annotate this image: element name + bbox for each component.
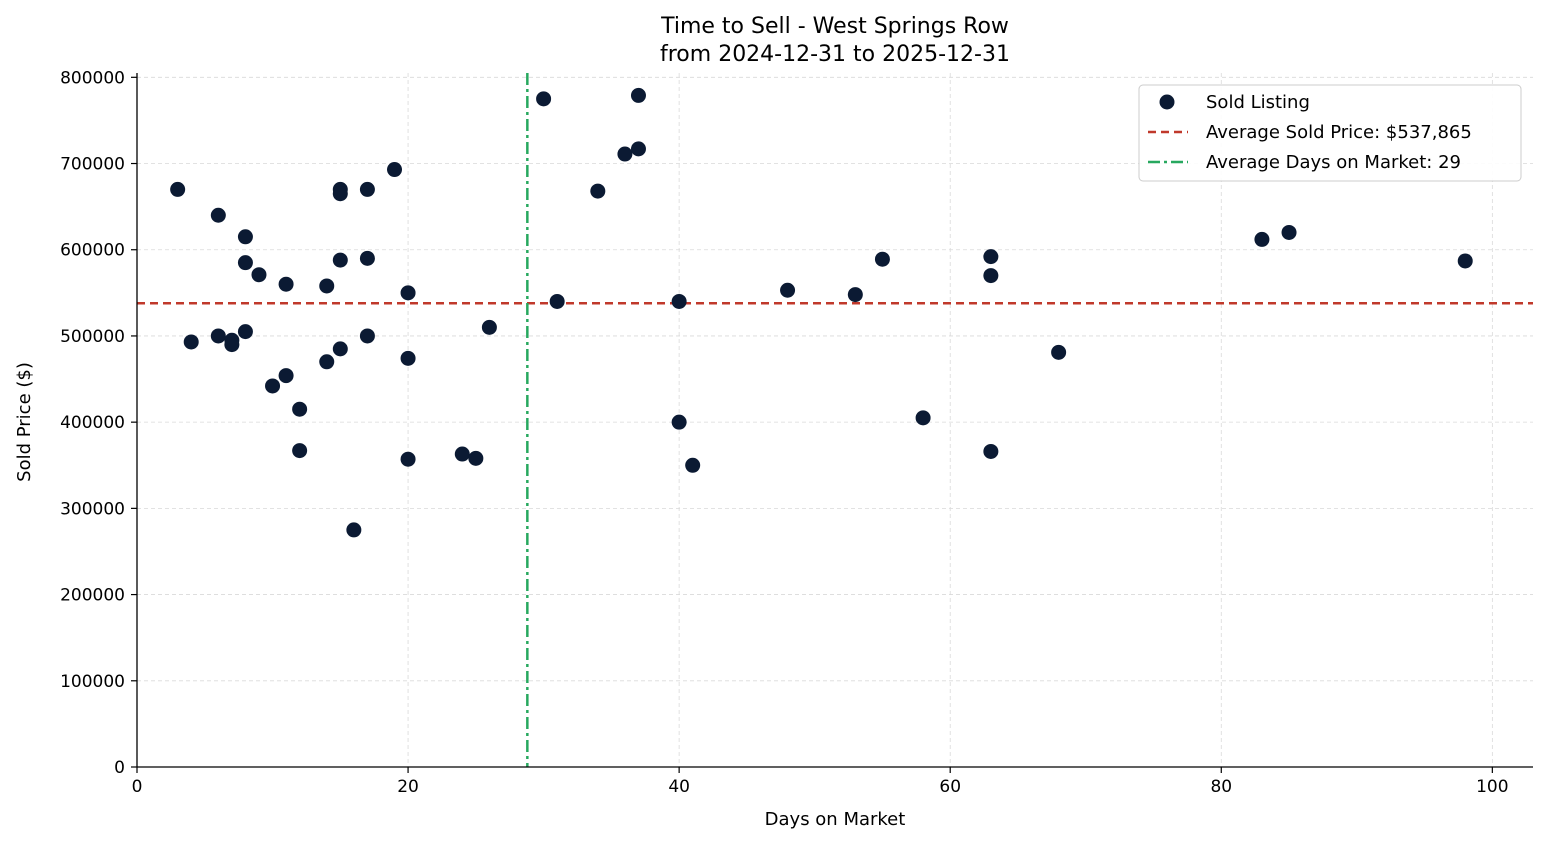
data-point xyxy=(874,251,890,267)
data-point xyxy=(481,319,497,335)
legend-box xyxy=(1138,84,1522,182)
data-point xyxy=(278,276,294,292)
data-point xyxy=(685,457,701,473)
x-tick-label: 80 xyxy=(1210,777,1232,797)
y-axis-label: Sold Price ($) xyxy=(14,362,35,482)
x-tick-label: 40 xyxy=(668,777,690,797)
tick-labels: 0 20 40 60 80 100 0 100000 200000 300000 400000 500… xyxy=(60,68,1508,797)
data-point xyxy=(210,328,226,344)
data-point xyxy=(292,443,308,459)
data-point xyxy=(1254,231,1270,247)
data-point xyxy=(915,410,931,426)
legend-label-avg-days: Average Days on Market: 29 xyxy=(1206,152,1461,173)
chart-title-line2: from 2024-12-31 to 2025-12-31 xyxy=(660,42,1010,67)
data-point xyxy=(292,401,308,417)
data-point xyxy=(359,328,375,344)
data-point xyxy=(983,443,999,459)
data-point xyxy=(1051,344,1067,360)
data-point xyxy=(387,162,403,178)
x-tick-label: 20 xyxy=(397,777,419,797)
data-point xyxy=(319,354,335,370)
y-tick-label: 0 xyxy=(114,758,125,778)
y-tick-label: 700000 xyxy=(60,155,125,175)
data-point xyxy=(1281,224,1297,240)
data-point xyxy=(237,324,253,340)
data-point xyxy=(468,450,484,466)
data-point xyxy=(359,181,375,197)
data-point xyxy=(210,207,226,223)
y-tick-label: 500000 xyxy=(60,327,125,347)
data-point xyxy=(251,267,267,283)
data-point xyxy=(671,414,687,430)
data-point xyxy=(780,282,796,298)
data-points xyxy=(170,87,1473,538)
data-point xyxy=(332,186,348,202)
y-tick-label: 200000 xyxy=(60,586,125,606)
data-point xyxy=(224,337,240,353)
legend-label-avg-price: Average Sold Price: $537,865 xyxy=(1206,122,1472,143)
y-tick-label: 600000 xyxy=(60,241,125,261)
y-tick-label: 300000 xyxy=(60,499,125,519)
data-point xyxy=(237,255,253,271)
y-tick-label: 100000 xyxy=(60,672,125,692)
data-point xyxy=(590,183,606,199)
legend-marker-sold-listing xyxy=(1159,94,1175,110)
data-point xyxy=(359,250,375,266)
data-point xyxy=(319,278,335,294)
data-point xyxy=(183,334,199,350)
data-point xyxy=(278,368,294,384)
data-point xyxy=(170,181,186,197)
data-point xyxy=(265,378,281,394)
data-point xyxy=(237,229,253,245)
data-point xyxy=(400,285,416,301)
legend-label-sold-listing: Sold Listing xyxy=(1206,92,1310,113)
data-point xyxy=(332,341,348,357)
data-point xyxy=(983,249,999,265)
data-point xyxy=(549,293,565,309)
x-tick-label: 100 xyxy=(1476,777,1508,797)
data-point xyxy=(671,293,687,309)
y-tick-label: 800000 xyxy=(60,68,125,88)
legend: Sold Listing Average Sold Price: $537,86… xyxy=(1138,84,1522,182)
data-point xyxy=(454,446,470,462)
y-tick-label: 400000 xyxy=(60,413,125,433)
data-point xyxy=(983,268,999,284)
data-point xyxy=(630,141,646,157)
data-point xyxy=(617,146,633,162)
reference-lines xyxy=(137,73,1533,767)
data-point xyxy=(1457,253,1473,269)
data-point xyxy=(332,252,348,268)
data-point xyxy=(536,91,552,107)
axes xyxy=(136,73,1533,768)
x-tick-label: 0 xyxy=(132,777,143,797)
data-point xyxy=(630,87,646,103)
data-point xyxy=(847,287,863,303)
data-point xyxy=(400,350,416,366)
x-tick-label: 60 xyxy=(939,777,961,797)
data-point xyxy=(346,522,362,538)
x-axis-label: Days on Market xyxy=(765,809,906,830)
chart-title-line1: Time to Sell - West Springs Row xyxy=(660,14,1009,39)
data-point xyxy=(400,451,416,467)
